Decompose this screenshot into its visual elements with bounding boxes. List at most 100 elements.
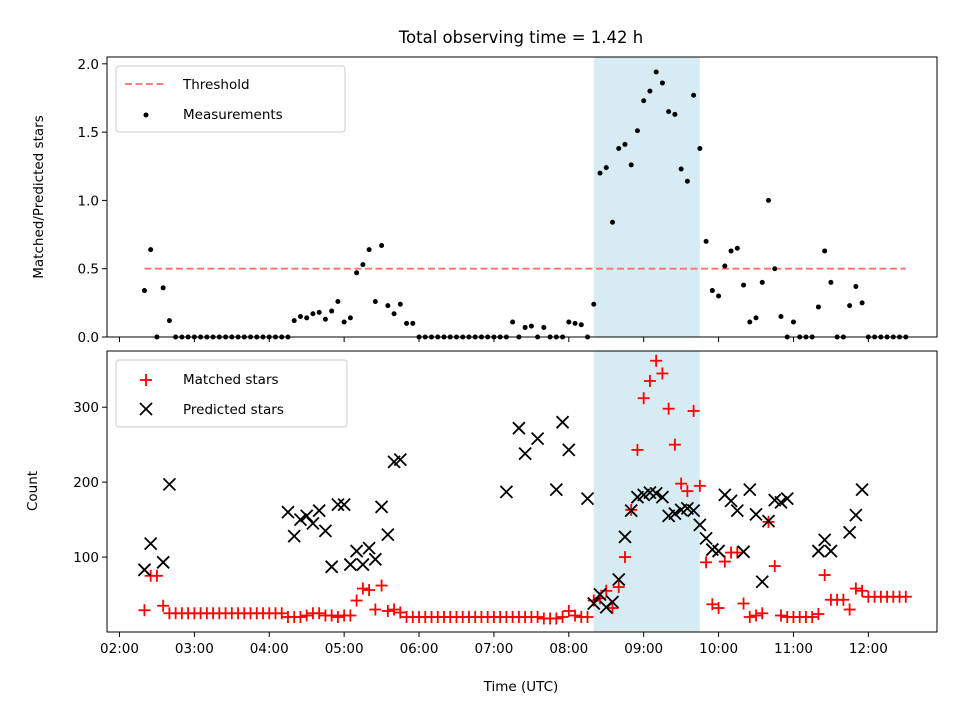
measurement-point xyxy=(659,80,665,86)
predicted-star-point xyxy=(499,485,514,499)
matched-star-point xyxy=(843,603,856,616)
measurement-point xyxy=(672,111,678,117)
bottom-x-tick-label: 10:00 xyxy=(699,641,738,657)
measurement-point xyxy=(859,300,865,306)
measurement-point xyxy=(522,324,528,330)
predicted-star-point xyxy=(381,527,395,542)
predicted-star-point xyxy=(530,432,545,446)
matched-star-point xyxy=(718,555,731,568)
matched-star-point xyxy=(774,609,787,622)
measurement-point xyxy=(678,166,684,172)
top-plot-frame xyxy=(106,56,938,338)
predicted-star-point xyxy=(343,557,358,572)
matched-star-point xyxy=(750,609,763,622)
matched-star-point xyxy=(313,607,326,620)
predicted-star-point xyxy=(842,525,857,539)
predicted-star-point xyxy=(356,557,370,572)
predicted-star-point xyxy=(849,508,863,522)
matched-star-point xyxy=(743,611,756,624)
predicted-star-point xyxy=(562,443,576,457)
predicted-star-point xyxy=(755,575,769,589)
top-y-tick-label: 1.0 xyxy=(78,193,99,209)
predicted-star-point xyxy=(555,415,570,429)
measurement-point xyxy=(578,322,584,328)
matched-star-point xyxy=(369,603,382,616)
measurement-point xyxy=(410,320,416,326)
predicted-star-point xyxy=(293,512,308,527)
measurement-point xyxy=(385,303,391,309)
matched-star-point xyxy=(668,438,681,451)
measurement-point xyxy=(772,266,778,272)
top-y-tick-label: 0.5 xyxy=(78,262,99,278)
measurement-point xyxy=(316,309,322,315)
bottom-y-tick-label: 300 xyxy=(73,400,99,416)
matched-star-point xyxy=(394,606,407,619)
matched-star-point xyxy=(531,611,544,624)
top-legend-box xyxy=(115,65,346,133)
matched-star-point xyxy=(856,584,869,597)
top-y-tick-label: 2.0 xyxy=(78,57,99,73)
matched-star-point xyxy=(662,402,675,415)
predicted-star-point xyxy=(306,516,320,530)
matched-star-point xyxy=(150,569,163,582)
predicted-star-point xyxy=(655,490,670,504)
measurement-point xyxy=(566,319,572,325)
predicted-star-point xyxy=(593,587,607,602)
matched-star-point xyxy=(631,443,644,456)
predicted-star-point xyxy=(312,503,326,518)
predicted-star-point xyxy=(368,552,382,566)
predicted-star-point xyxy=(549,482,563,497)
predicted-star-point xyxy=(668,506,682,521)
measurement-point xyxy=(609,219,615,225)
legend-predicted-swatch xyxy=(139,402,153,416)
bottom-x-tick-label: 04:00 xyxy=(250,641,289,657)
measurement-point xyxy=(647,88,653,94)
legend-threshold-label: Threshold xyxy=(182,77,250,93)
bottom-x-tick-label: 07:00 xyxy=(474,641,513,657)
measurement-point xyxy=(709,288,715,294)
predicted-star-point xyxy=(699,531,713,545)
predicted-star-point xyxy=(318,524,333,538)
bottom-panel: 100 200 300 02:00 03:00 04:00 05:00 06:00 07:00… xyxy=(25,350,938,695)
measurement-point xyxy=(379,242,385,248)
measurement-point xyxy=(766,197,772,203)
predicted-star-point xyxy=(580,491,595,506)
measurement-point xyxy=(697,146,703,152)
predicted-star-point xyxy=(618,530,632,544)
bottom-x-tick-label: 05:00 xyxy=(325,641,364,657)
matched-star-point xyxy=(375,579,388,592)
top-highlight-span xyxy=(593,57,700,337)
predicted-star-point xyxy=(325,560,339,574)
measurement-point xyxy=(815,304,821,310)
measurement-point xyxy=(753,315,759,321)
matched-star-point xyxy=(618,551,631,564)
legend-predicted-label: Predicted stars xyxy=(183,402,284,418)
bottom-x-tick-label: 11:00 xyxy=(774,641,813,657)
bottom-y-axis: 100 200 300 xyxy=(73,400,107,566)
matched-star-point xyxy=(363,584,376,597)
bottom-x-tick-label: 09:00 xyxy=(624,641,663,657)
matched-star-point xyxy=(350,594,363,607)
matched-star-point xyxy=(562,605,575,618)
top-y-axis: 0.0 0.5 1.0 1.5 2.0 xyxy=(78,57,107,346)
matched-star-point xyxy=(737,597,750,610)
matched-star-point xyxy=(681,485,694,498)
measurement-point xyxy=(360,262,366,268)
predicted-star-point xyxy=(612,572,626,587)
measurement-point xyxy=(510,319,516,325)
bottom-legend-box xyxy=(115,359,348,428)
measurement-point xyxy=(404,320,410,326)
measurement-point xyxy=(847,303,853,309)
matched-star-point xyxy=(675,477,688,490)
legend-measurements-swatch xyxy=(143,112,149,118)
matched-star-point xyxy=(606,602,619,615)
predicted-star-point xyxy=(587,596,601,611)
predicted-star-point xyxy=(749,507,763,521)
matched-star-point xyxy=(300,609,313,622)
matched-star-point xyxy=(731,546,744,559)
predicted-star-point xyxy=(649,486,663,501)
predicted-star-point xyxy=(156,555,170,569)
measurement-point xyxy=(603,165,609,171)
matched-star-point xyxy=(712,602,725,615)
bottom-legend: Matched stars Predicted stars xyxy=(115,359,348,428)
